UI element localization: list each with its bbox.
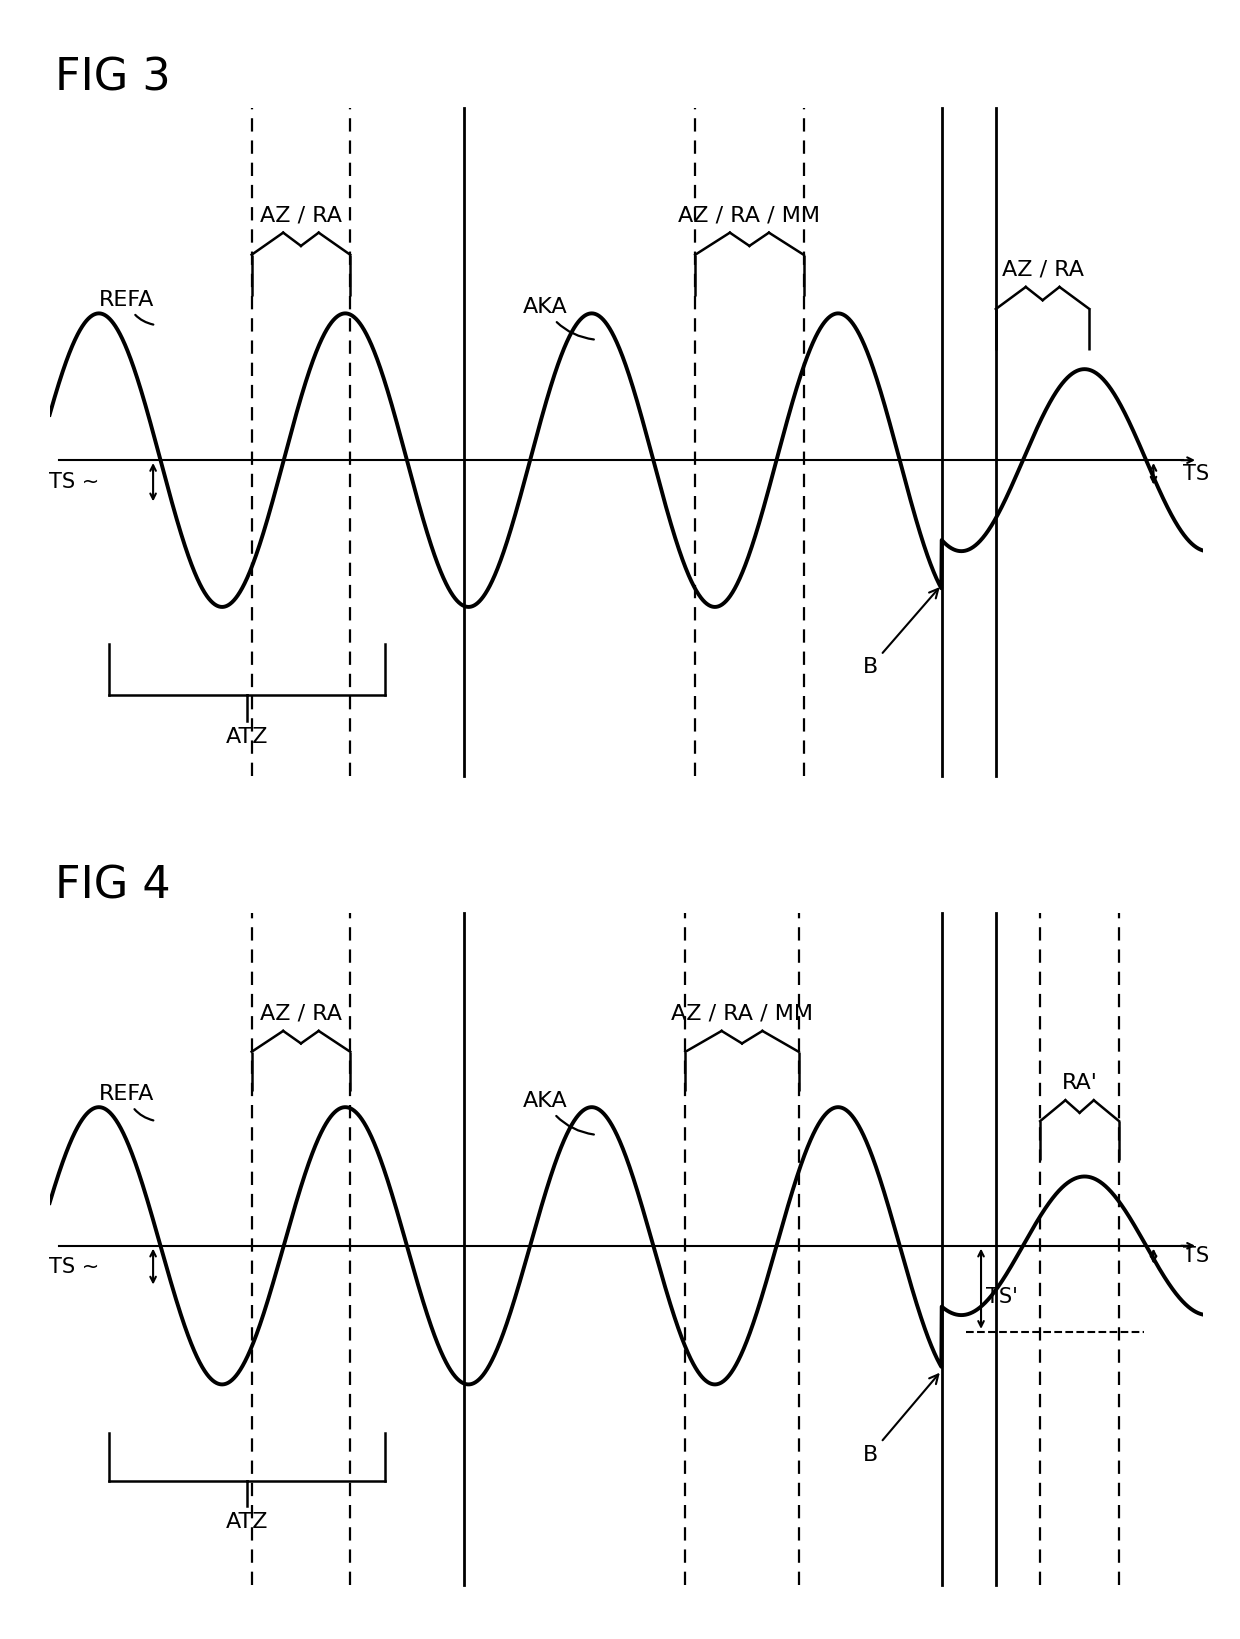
Text: AZ / RA: AZ / RA <box>1002 259 1084 280</box>
Text: AZ / RA / MM: AZ / RA / MM <box>678 205 821 225</box>
Text: AZ / RA: AZ / RA <box>260 1005 342 1024</box>
Text: TS: TS <box>1183 464 1209 484</box>
Text: TS': TS' <box>986 1287 1018 1308</box>
Text: AZ / RA / MM: AZ / RA / MM <box>671 1005 813 1024</box>
Text: REFA: REFA <box>99 290 154 325</box>
Text: TS: TS <box>1183 1246 1209 1267</box>
Text: ATZ: ATZ <box>226 728 268 747</box>
Text: B: B <box>863 588 939 677</box>
Text: RA': RA' <box>1061 1074 1097 1093</box>
Text: TS ~: TS ~ <box>48 472 99 492</box>
Text: AKA: AKA <box>523 1092 594 1134</box>
Text: ATZ: ATZ <box>226 1511 268 1532</box>
Text: REFA: REFA <box>99 1085 154 1121</box>
Text: AZ / RA: AZ / RA <box>260 205 342 225</box>
Text: TS ~: TS ~ <box>48 1257 99 1277</box>
Text: AKA: AKA <box>523 297 594 339</box>
Text: B: B <box>863 1375 939 1465</box>
Text: FIG 3: FIG 3 <box>55 56 170 100</box>
Text: FIG 4: FIG 4 <box>55 864 170 908</box>
